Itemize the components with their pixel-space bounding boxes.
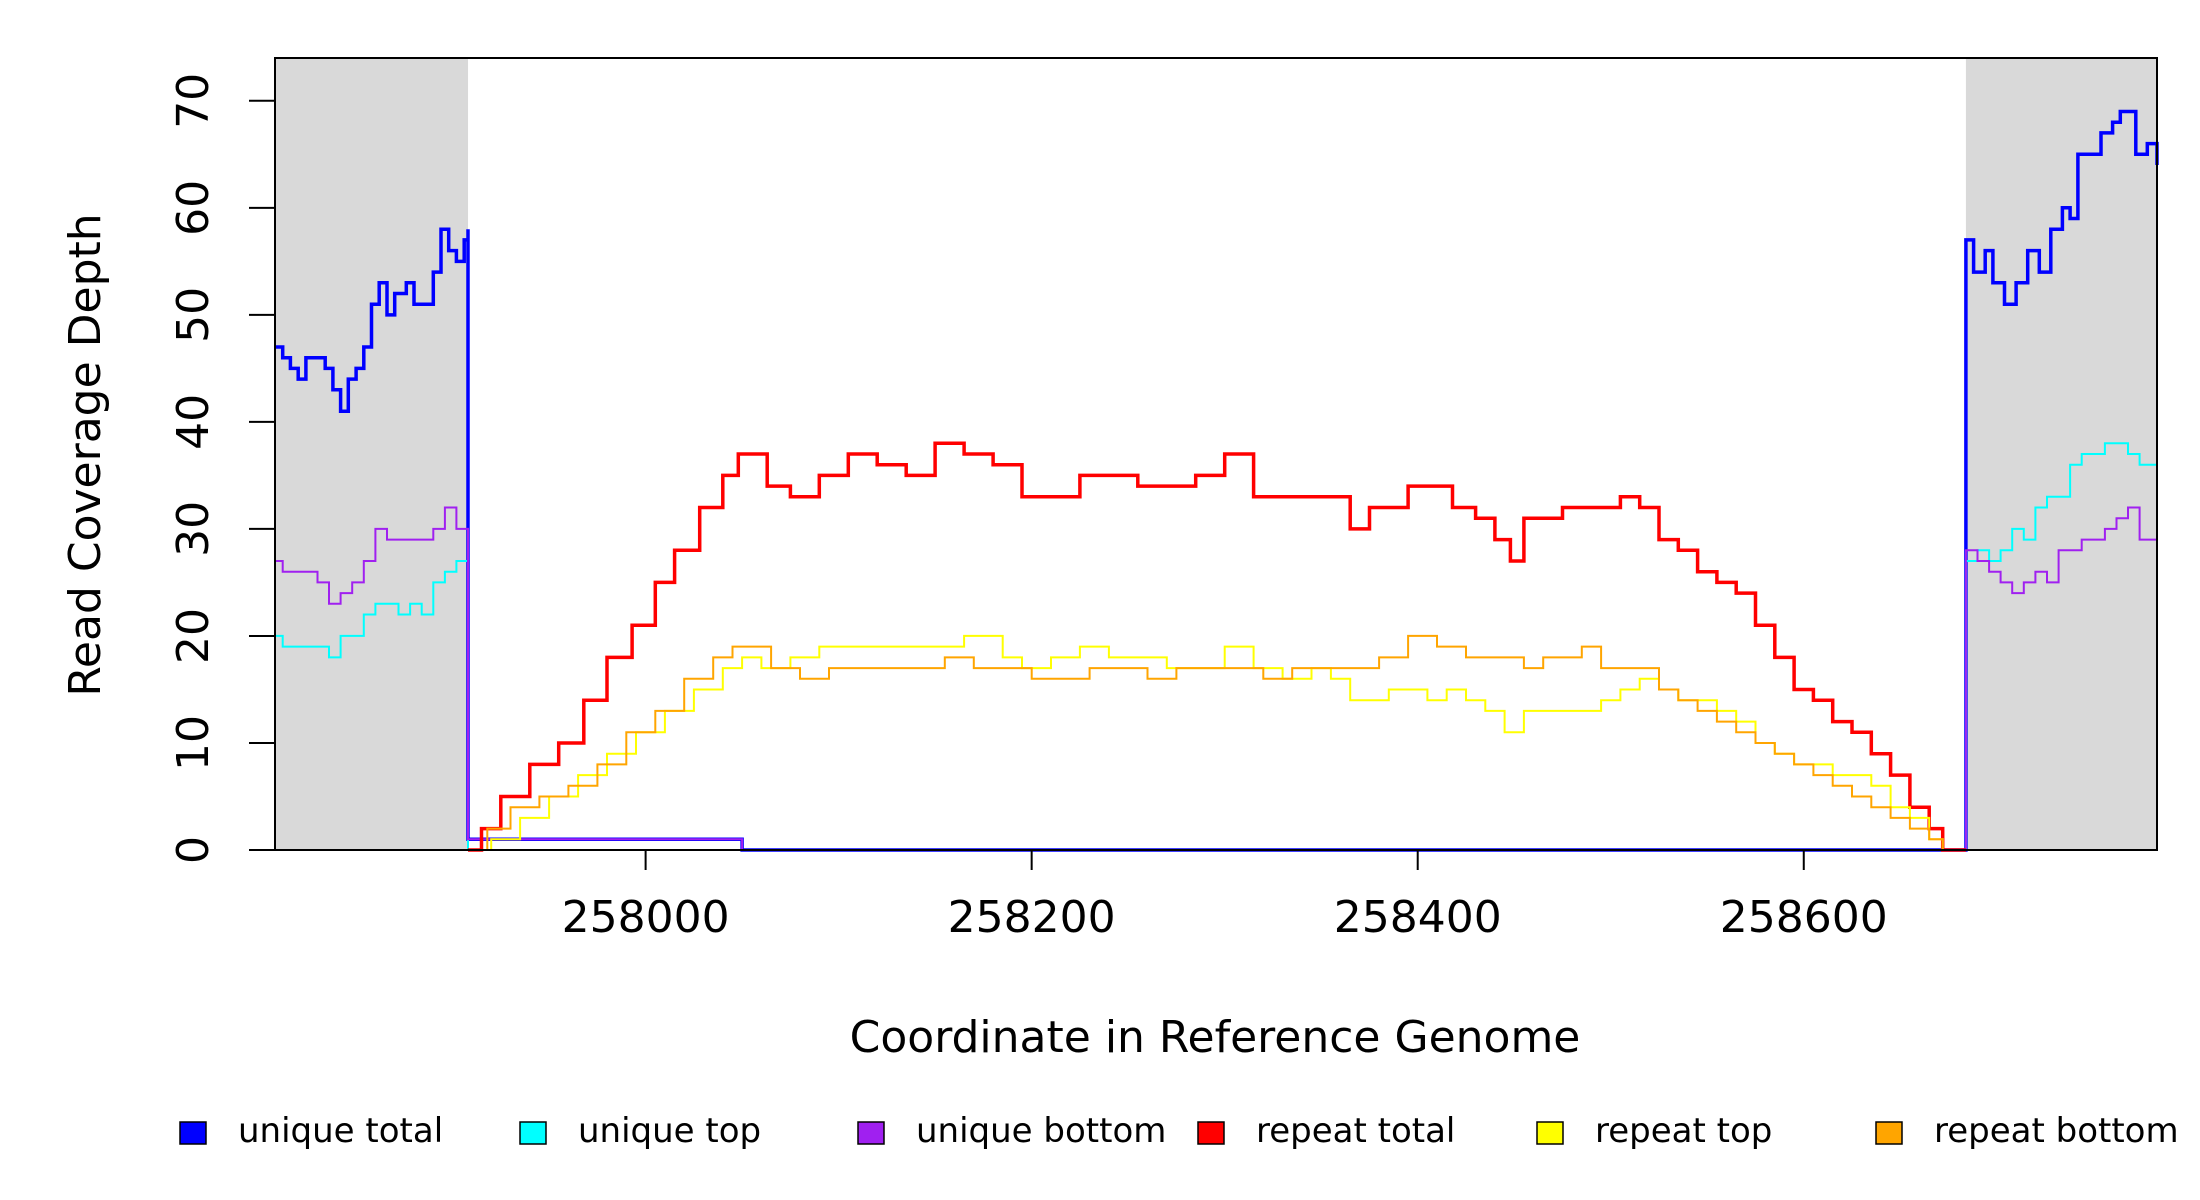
legend-swatch (1536, 1121, 1564, 1145)
y-tick-label: 60 (168, 180, 219, 236)
series-line-repeat-total (468, 441, 1966, 852)
legend-label: unique bottom (916, 1111, 1166, 1151)
legend-label: repeat total (1256, 1111, 1455, 1151)
legend-item-repeat-top: repeat top (1536, 1111, 1772, 1151)
x-axis-label: Coordinate in Reference Genome (850, 1012, 1581, 1063)
y-axis-label: Read Coverage Depth (60, 213, 111, 696)
plot-frame (274, 57, 2158, 851)
legend-label: unique total (238, 1111, 443, 1151)
series-lines (275, 109, 2159, 852)
x-tick-label: 258000 (562, 892, 730, 943)
x-axis: 258000 258200 258400 258600 (562, 850, 1888, 943)
legend-swatch (857, 1121, 885, 1145)
legend-item-repeat-total: repeat total (1197, 1111, 1455, 1151)
legend-swatch (1875, 1121, 1903, 1145)
y-axis: 0 10 20 30 40 50 60 70 (168, 73, 275, 864)
legend-swatch (179, 1121, 207, 1145)
y-tick-label: 50 (168, 287, 219, 343)
series-line-unique-total (275, 109, 2159, 852)
y-tick-label: 30 (168, 501, 219, 557)
legend: unique total unique top unique bottom repea… (179, 1111, 2179, 1151)
shaded-regions (275, 58, 2157, 850)
legend-item-unique-bottom: unique bottom (857, 1111, 1166, 1151)
legend-label: repeat bottom (1934, 1111, 2179, 1151)
legend-item-unique-top: unique top (519, 1111, 761, 1151)
y-tick-label: 0 (168, 836, 219, 864)
y-tick-label: 70 (168, 73, 219, 129)
x-tick-label: 258400 (1334, 892, 1502, 943)
shaded-region-1 (275, 58, 469, 850)
y-tick-label: 20 (168, 608, 219, 664)
x-tick-label: 258600 (1720, 892, 1888, 943)
y-tick-label: 10 (168, 715, 219, 771)
series-line-unique-top (275, 442, 2157, 851)
shaded-region-2 (1965, 58, 2157, 850)
series-line-unique-bottom (275, 506, 2158, 851)
legend-label: repeat top (1595, 1111, 1772, 1151)
y-tick-label: 40 (168, 394, 219, 450)
legend-swatch (1197, 1121, 1225, 1145)
series-line-repeat-bottom (275, 634, 2157, 851)
legend-item-unique-total: unique total (179, 1111, 443, 1151)
legend-label: unique top (578, 1111, 761, 1151)
legend-swatch (519, 1121, 547, 1145)
x-tick-label: 258200 (948, 892, 1116, 943)
legend-item-repeat-bottom: repeat bottom (1875, 1111, 2179, 1151)
